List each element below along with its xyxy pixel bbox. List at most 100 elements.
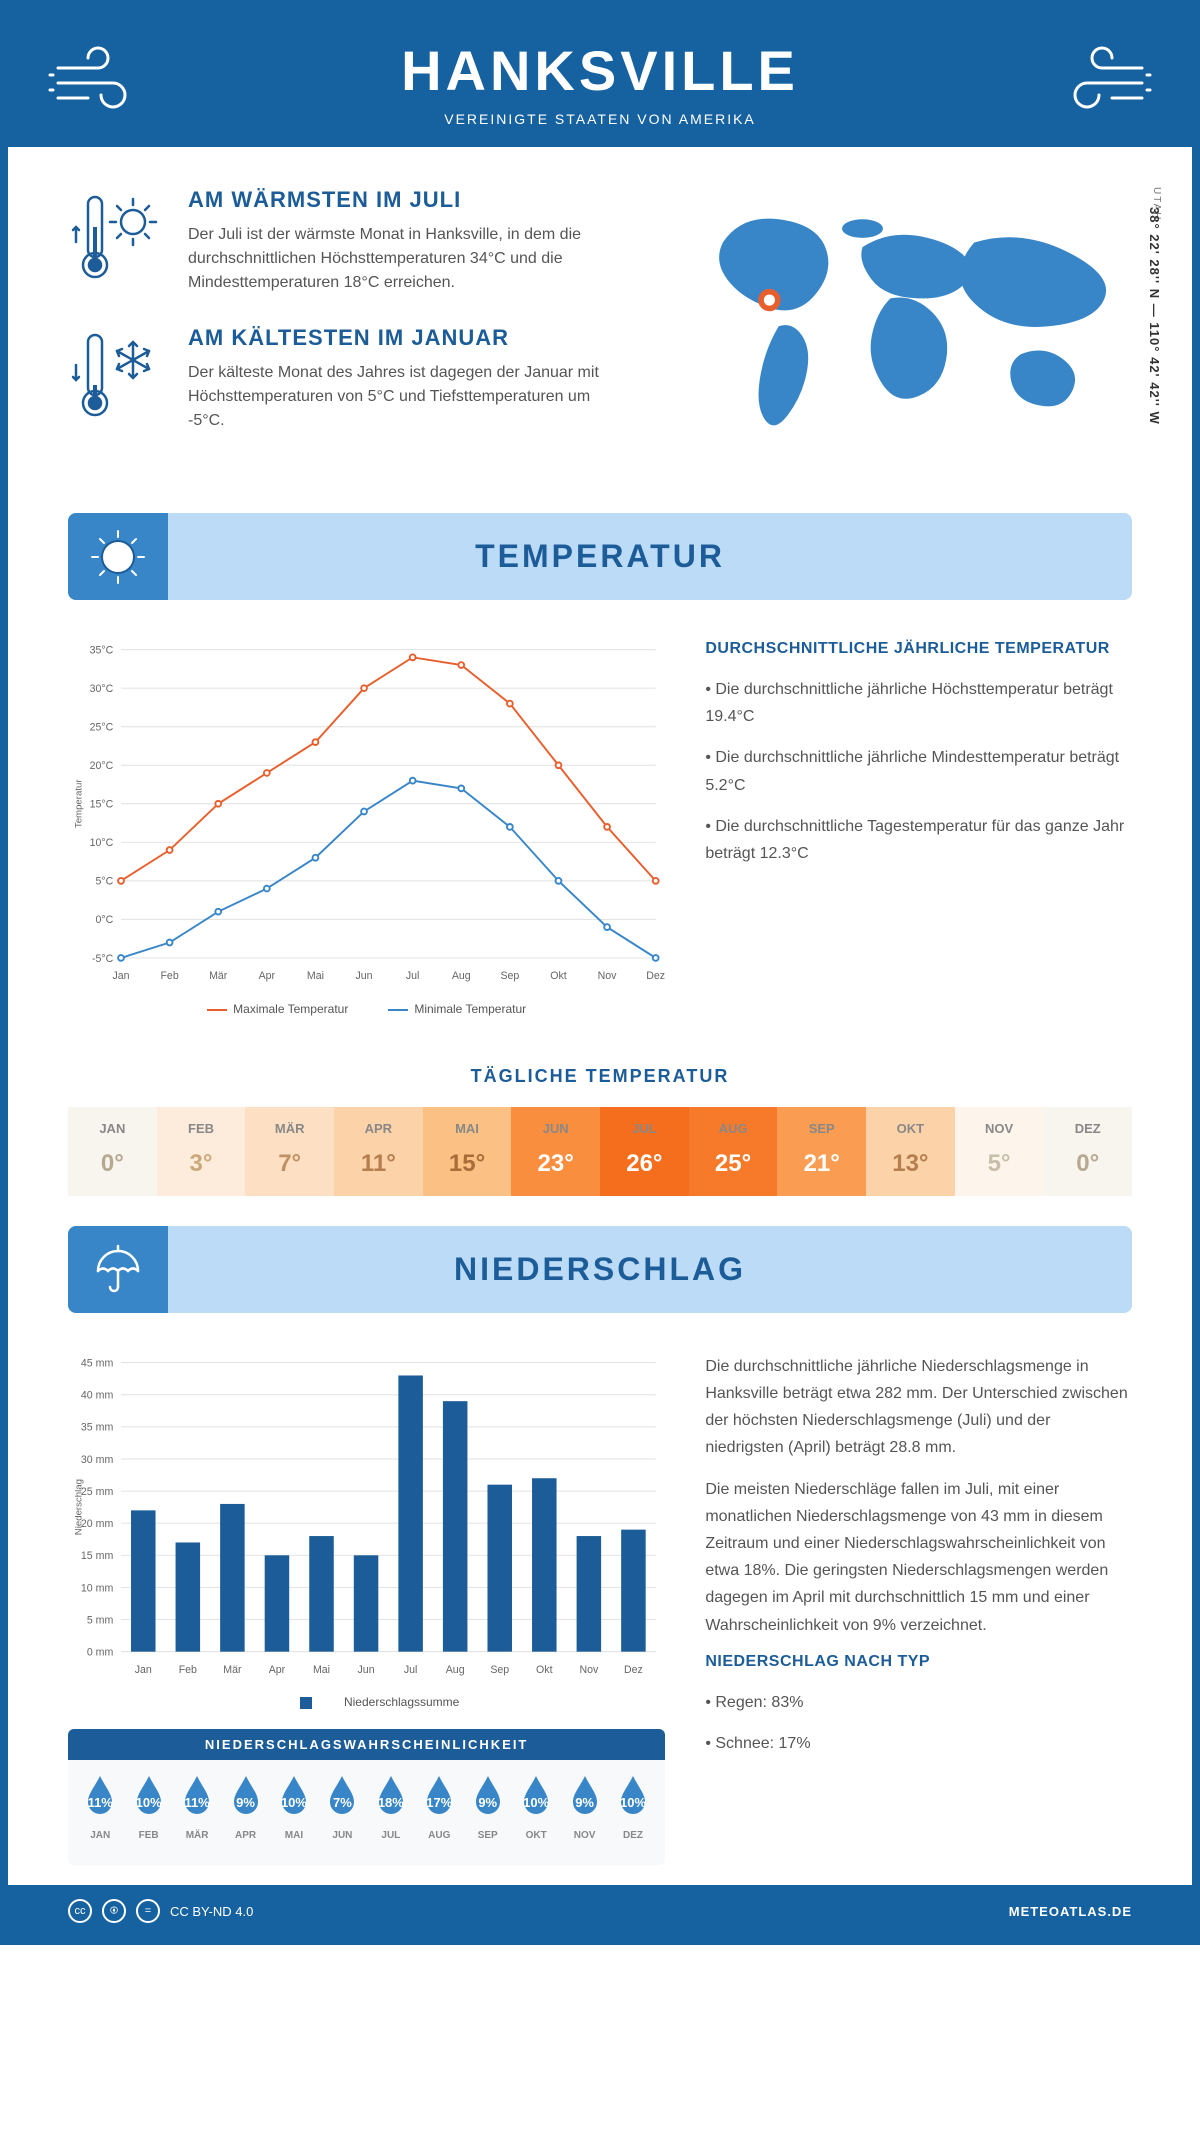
infographic-page: HANKSVILLE VEREINIGTE STAATEN VON AMERIK… bbox=[0, 0, 1200, 1945]
svg-text:25°C: 25°C bbox=[90, 722, 114, 734]
prob-value: 9% bbox=[560, 1795, 608, 1810]
prob-month: JAN bbox=[76, 1830, 124, 1841]
prob-month: OKT bbox=[512, 1830, 560, 1841]
svg-text:35 mm: 35 mm bbox=[81, 1422, 114, 1434]
fact-title: AM KÄLTESTEN IM JANUAR bbox=[188, 325, 627, 351]
fact-text: Der Juli ist der wärmste Monat in Hanksv… bbox=[188, 223, 627, 295]
temp-cell: OKT 13° bbox=[866, 1107, 955, 1196]
precipitation-section-header: NIEDERSCHLAG bbox=[68, 1226, 1132, 1313]
temperature-summary: DURCHSCHNITTLICHE JÄHRLICHE TEMPERATUR D… bbox=[705, 640, 1132, 1016]
temp-cell: DEZ0° bbox=[1043, 1107, 1132, 1196]
svg-text:Mär: Mär bbox=[209, 970, 228, 982]
svg-text:30°C: 30°C bbox=[90, 683, 114, 695]
svg-text:Temperatur: Temperatur bbox=[73, 779, 84, 828]
precipitation-probability: NIEDERSCHLAGSWAHRSCHEINLICHKEIT 11%JAN10… bbox=[68, 1729, 665, 1865]
temp-value: 21° bbox=[781, 1150, 862, 1178]
coordinates: 38° 22' 28'' N — 110° 42' 42'' W bbox=[1147, 207, 1162, 425]
svg-text:Okt: Okt bbox=[536, 1664, 553, 1676]
svg-text:Niederschlag: Niederschlag bbox=[73, 1479, 84, 1535]
prob-cell: 17%AUG bbox=[415, 1774, 463, 1851]
prob-value: 10% bbox=[124, 1795, 172, 1810]
svg-text:0°C: 0°C bbox=[96, 914, 114, 926]
by-icon: 🅯 bbox=[102, 1899, 126, 1923]
temp-cell: JAN0° bbox=[68, 1107, 157, 1196]
summary-title: DURCHSCHNITTLICHE JÄHRLICHE TEMPERATUR bbox=[705, 640, 1132, 658]
temp-value: 5° bbox=[959, 1150, 1040, 1178]
prob-cell: 9%SEP bbox=[464, 1774, 512, 1851]
prob-cell: 11% MÄR bbox=[173, 1774, 221, 1851]
month-label: DEZ bbox=[1047, 1121, 1128, 1136]
svg-text:Aug: Aug bbox=[446, 1664, 465, 1676]
svg-text:Sep: Sep bbox=[490, 1664, 509, 1676]
month-label: OKT bbox=[870, 1121, 951, 1136]
svg-text:Feb: Feb bbox=[179, 1664, 197, 1676]
chart-legend: Maximale Temperatur Minimale Temperatur bbox=[68, 1002, 665, 1016]
coldest-fact: AM KÄLTESTEN IM JANUAR Der kälteste Mona… bbox=[68, 325, 627, 433]
prob-month: JUL bbox=[367, 1830, 415, 1841]
prob-value: 9% bbox=[464, 1795, 512, 1810]
cc-icon: cc bbox=[68, 1899, 92, 1923]
temp-value: 23° bbox=[515, 1150, 596, 1178]
prob-month: APR bbox=[221, 1830, 269, 1841]
month-label: SEP bbox=[781, 1121, 862, 1136]
temp-cell: APR11° bbox=[334, 1107, 423, 1196]
wind-icon bbox=[48, 38, 148, 118]
svg-text:Dez: Dez bbox=[624, 1664, 643, 1676]
prob-cell: 10%FEB bbox=[124, 1774, 172, 1851]
svg-text:10 mm: 10 mm bbox=[81, 1582, 114, 1594]
svg-text:35°C: 35°C bbox=[90, 644, 114, 656]
chart-legend: Niederschlagssumme bbox=[68, 1695, 665, 1709]
svg-text:Dez: Dez bbox=[646, 970, 665, 982]
prob-month: DEZ bbox=[609, 1830, 657, 1841]
precip-type-title: NIEDERSCHLAG NACH TYP bbox=[705, 1653, 1132, 1671]
svg-text:30 mm: 30 mm bbox=[81, 1454, 114, 1466]
svg-text:0 mm: 0 mm bbox=[87, 1646, 114, 1658]
svg-text:Nov: Nov bbox=[598, 970, 618, 982]
temp-value: 13° bbox=[870, 1150, 951, 1178]
thermometer-cold-icon bbox=[68, 325, 168, 425]
precip-type-item: Regen: 83% bbox=[705, 1689, 1132, 1716]
svg-text:25 mm: 25 mm bbox=[81, 1486, 114, 1498]
prob-value: 18% bbox=[367, 1795, 415, 1810]
svg-text:Aug: Aug bbox=[452, 970, 471, 982]
svg-text:5°C: 5°C bbox=[96, 876, 114, 888]
svg-text:Sep: Sep bbox=[500, 970, 519, 982]
temp-cell: MÄR7° bbox=[245, 1107, 334, 1196]
page-title: HANKSVILLE bbox=[28, 38, 1172, 103]
svg-text:Mär: Mär bbox=[223, 1664, 242, 1676]
prob-value: 7% bbox=[318, 1795, 366, 1810]
legend-precip: Niederschlagssumme bbox=[274, 1695, 459, 1709]
prob-month: NOV bbox=[560, 1830, 608, 1841]
prob-cell: 9% NOV bbox=[560, 1774, 608, 1851]
svg-text:15°C: 15°C bbox=[90, 799, 114, 811]
svg-text:Jun: Jun bbox=[356, 970, 373, 982]
prob-cell: 18% JUL bbox=[367, 1774, 415, 1851]
month-label: JUN bbox=[515, 1121, 596, 1136]
summary-bullet: Die durchschnittliche jährliche Höchstte… bbox=[705, 676, 1132, 730]
section-title: NIEDERSCHLAG bbox=[68, 1251, 1132, 1288]
svg-text:Okt: Okt bbox=[550, 970, 567, 982]
temp-value: 15° bbox=[427, 1150, 508, 1178]
svg-text:40 mm: 40 mm bbox=[81, 1389, 114, 1401]
page-subtitle: VEREINIGTE STAATEN VON AMERIKA bbox=[28, 111, 1172, 127]
svg-text:Mai: Mai bbox=[307, 970, 324, 982]
prob-value: 11% bbox=[173, 1795, 221, 1810]
prob-cell: 11% JAN bbox=[76, 1774, 124, 1851]
month-label: JAN bbox=[72, 1121, 153, 1136]
svg-text:Jan: Jan bbox=[112, 970, 129, 982]
prob-value: 10% bbox=[270, 1795, 318, 1810]
prob-month: MÄR bbox=[173, 1830, 221, 1841]
svg-text:5 mm: 5 mm bbox=[87, 1614, 114, 1626]
temp-cell: AUG25° bbox=[689, 1107, 778, 1196]
month-label: MAI bbox=[427, 1121, 508, 1136]
summary-bullet: Die durchschnittliche jährliche Mindestt… bbox=[705, 744, 1132, 798]
temp-cell: JUN 23° bbox=[511, 1107, 600, 1196]
site-name: METEOATLAS.DE bbox=[1009, 1904, 1132, 1919]
footer: cc 🅯 = CC BY-ND 4.0 METEOATLAS.DE bbox=[8, 1885, 1192, 1937]
svg-text:15 mm: 15 mm bbox=[81, 1550, 114, 1562]
prob-value: 17% bbox=[415, 1795, 463, 1810]
prob-value: 11% bbox=[76, 1795, 124, 1810]
svg-text:45 mm: 45 mm bbox=[81, 1357, 114, 1369]
temp-cell: NOV5° bbox=[955, 1107, 1044, 1196]
month-label: JUL bbox=[604, 1121, 685, 1136]
